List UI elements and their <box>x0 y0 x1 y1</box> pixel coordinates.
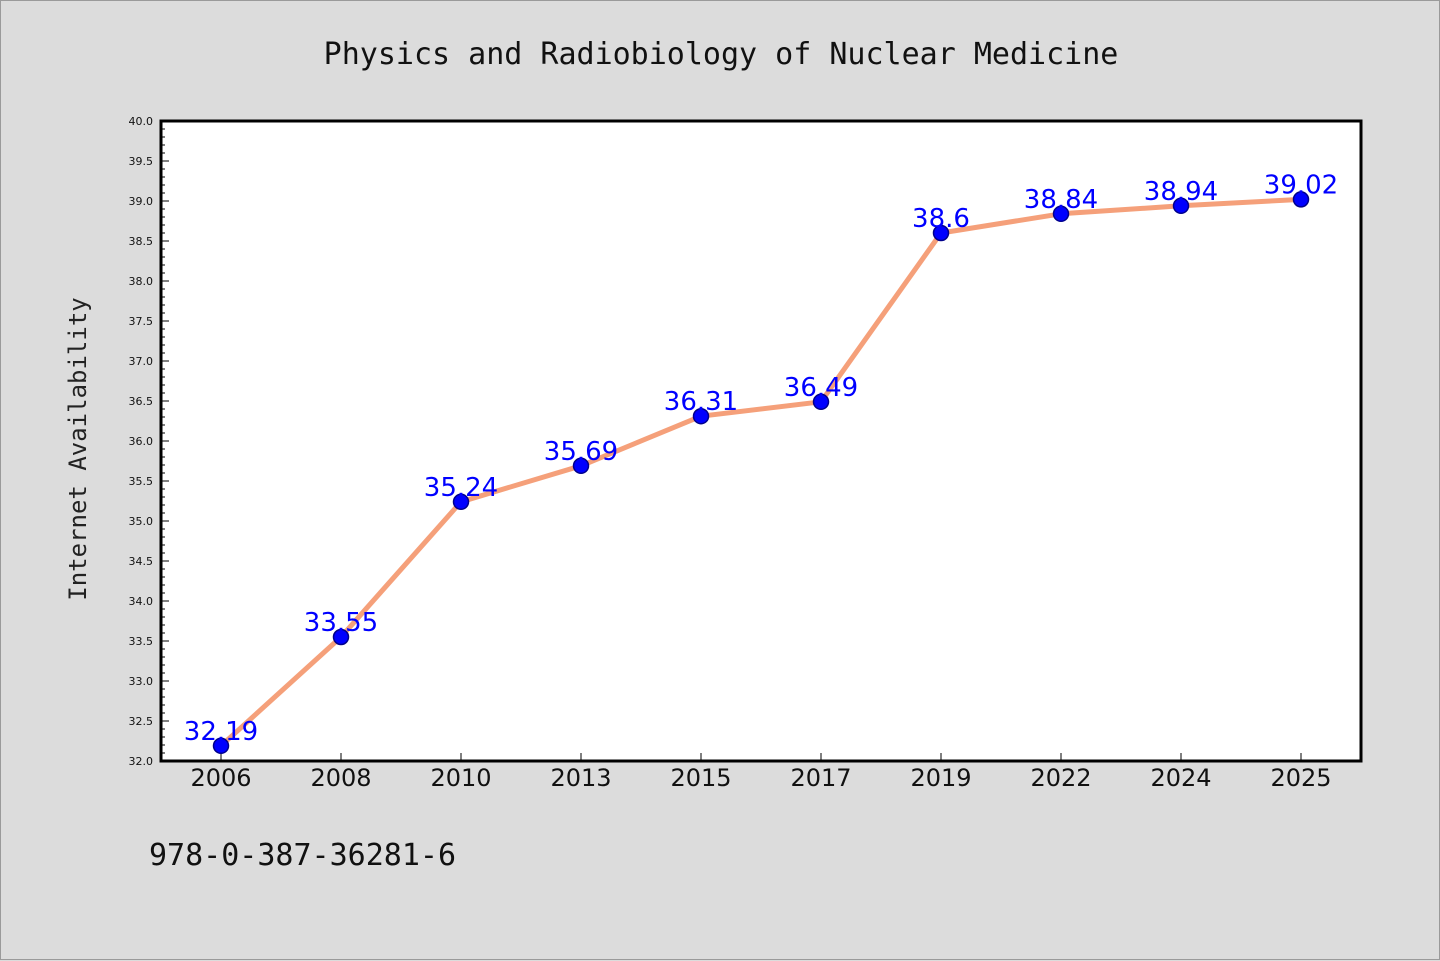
x-tick-label: 2013 <box>550 764 611 792</box>
y-tick-label: 35.0 <box>129 515 154 528</box>
data-label: 39.02 <box>1264 170 1338 200</box>
series-line <box>218 196 1304 749</box>
y-tick-label: 39.0 <box>129 195 154 208</box>
data-point <box>572 457 590 475</box>
data-point <box>932 224 950 242</box>
chart-title: Physics and Radiobiology of Nuclear Medi… <box>324 37 1119 72</box>
data-label: 33.55 <box>304 608 378 638</box>
x-tick-label: 2022 <box>1030 764 1091 792</box>
data-point <box>452 493 470 511</box>
y-tick-label: 33.0 <box>129 675 154 688</box>
y-tick-label: 34.0 <box>129 595 154 608</box>
data-label: 32.19 <box>184 717 258 747</box>
x-tick-label: 2024 <box>1150 764 1211 792</box>
x-tick-label: 2017 <box>790 764 851 792</box>
data-point <box>1052 205 1070 223</box>
x-tick-label: 2025 <box>1270 764 1331 792</box>
x-axis-ticks: 2006 2008 2010 2013 2015 2017 2019 2022 2024 2025 <box>190 753 1332 792</box>
y-tick-label: 32.5 <box>129 715 154 728</box>
x-tick-label: 2006 <box>190 764 251 792</box>
y-tick-label: 37.5 <box>129 315 154 328</box>
y-tick-label: 34.5 <box>129 555 154 568</box>
isbn-footer: 978-0-387-36281-6 <box>149 838 456 873</box>
data-label: 38.6 <box>912 204 970 234</box>
x-tick-label: 2015 <box>670 764 731 792</box>
x-tick-label: 2010 <box>430 764 491 792</box>
data-point <box>1292 191 1310 208</box>
data-label: 35.69 <box>544 437 618 467</box>
y-axis-label: Internet Availability <box>64 297 92 600</box>
data-label: 36.31 <box>664 387 738 417</box>
y-tick-label: 39.5 <box>129 155 154 168</box>
data-label: 38.94 <box>1144 177 1218 207</box>
y-tick-label: 35.5 <box>129 475 154 488</box>
plot-area <box>159 119 1363 763</box>
data-label: 36.49 <box>784 373 858 403</box>
x-tick-label: 2019 <box>910 764 971 792</box>
data-label: 38.84 <box>1024 185 1098 215</box>
x-tick-label: 2008 <box>310 764 371 792</box>
y-tick-label: 36.0 <box>129 435 154 448</box>
data-point <box>692 407 710 425</box>
y-tick-label: 33.5 <box>129 635 154 648</box>
y-tick-label: 38.0 <box>129 275 154 288</box>
series-group <box>212 191 1310 755</box>
data-point <box>812 393 830 411</box>
data-labels: 32.19 33.55 35.24 35.69 36.31 36.49 38.6 38.84 3… <box>184 170 1338 746</box>
data-point <box>332 628 350 646</box>
data-point <box>212 737 230 755</box>
y-tick-label: 40.0 <box>129 115 154 128</box>
y-tick-label: 36.5 <box>129 395 154 408</box>
data-point <box>1172 197 1190 215</box>
data-label: 35.24 <box>424 473 498 503</box>
y-tick-label: 37.0 <box>129 355 154 368</box>
y-axis-ticks: 32.0 32.5 33.0 33.5 34.0 34.5 35.0 35.5 36.0 36.5… <box>129 115 169 768</box>
y-tick-label: 32.0 <box>129 755 154 768</box>
y-tick-label: 38.5 <box>129 235 154 248</box>
